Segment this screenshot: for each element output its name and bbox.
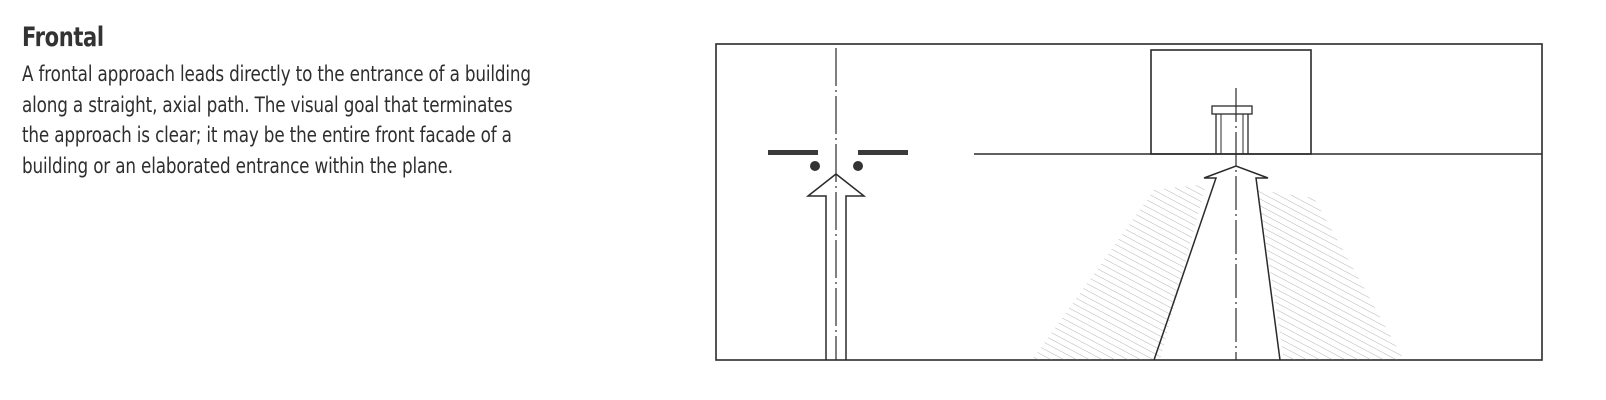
- building-facade: [1150, 49, 1312, 155]
- section-heading: Frontal: [22, 22, 104, 53]
- column-dot-left: [810, 161, 820, 171]
- wall-segment-left: [768, 150, 818, 155]
- body-line-2: along a straight, axial path. The visual…: [22, 92, 513, 117]
- column-dot-right: [853, 161, 863, 171]
- text-block: Frontal A frontal approach leads directl…: [22, 22, 662, 181]
- body-line-1: A frontal approach leads directly to the…: [22, 62, 531, 86]
- entrance-portal: [1211, 105, 1253, 154]
- body-line-3: the approach is clear; it may be the ent…: [22, 123, 512, 147]
- body-line-4: building or an elaborated entrance withi…: [22, 153, 453, 178]
- wall-segment-right: [858, 150, 908, 155]
- frontal-approach-sketch: [715, 43, 1543, 361]
- hatch-ground-left: [1032, 184, 1206, 360]
- hatch-ground-right: [1258, 190, 1404, 360]
- approach-arrow-icon: [805, 173, 867, 360]
